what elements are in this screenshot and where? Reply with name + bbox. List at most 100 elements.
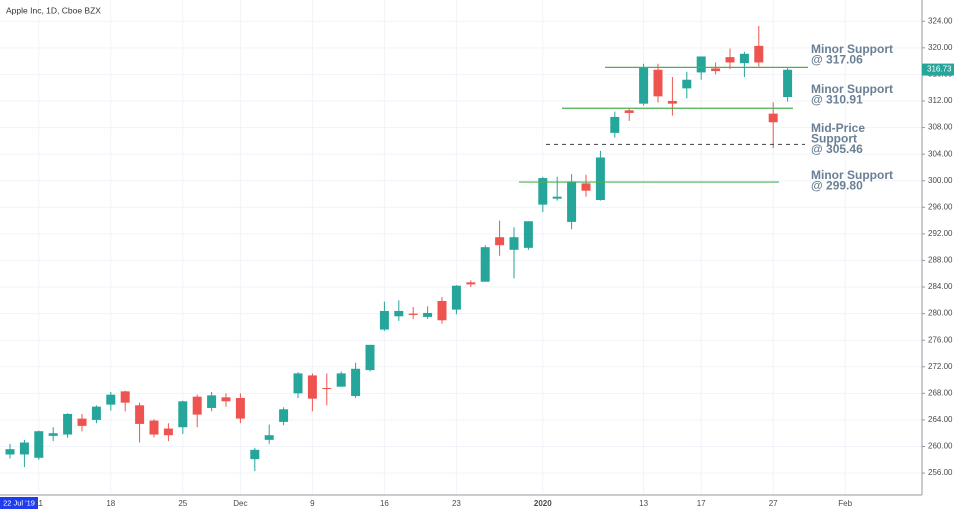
candle-body [739,53,749,64]
candles [5,25,793,472]
candle-body [207,395,217,408]
x-tick-label: 16 [380,499,389,508]
x-tick-label: Feb [838,499,852,508]
candle-body [379,310,389,330]
y-tick-label: 272.00 [928,362,953,371]
candle-body [696,56,706,73]
candle-body [639,67,649,104]
candle-body [293,373,303,394]
annotation-label: @ 305.46 [811,142,863,156]
candle-body [408,313,418,315]
candle-body [682,79,692,89]
cursor-label: 22 Jul '19 [3,498,35,507]
candle-body [783,69,793,98]
y-tick-label: 324.00 [928,16,953,25]
x-tick-label: 17 [697,499,706,508]
candle-body [523,221,533,248]
candle-body [264,435,274,440]
candle-body [163,428,173,436]
candle-body [495,237,505,246]
candle-body [19,442,29,455]
candle-body [307,375,317,399]
cursor-label-box [0,497,38,509]
candle-body [711,68,721,72]
x-tick-label: 13 [639,499,648,508]
candle-body [509,237,519,250]
candle-body [63,413,73,435]
candle-body [120,391,130,403]
candle-body [624,110,634,113]
y-tick-label: 304.00 [928,149,953,158]
y-tick-label: 280.00 [928,309,953,318]
x-tick-label: 23 [452,499,461,508]
candle-body [595,157,605,200]
candle-body [5,449,15,455]
candle-body [351,368,361,396]
y-tick-label: 296.00 [928,202,953,211]
candle-body [653,69,663,97]
annotation-label: @ 299.80 [811,179,863,193]
candle-body [437,300,447,321]
y-tick-label: 288.00 [928,256,953,265]
y-tick-label: 300.00 [928,176,953,185]
annotation-label: @ 310.91 [811,93,863,107]
candle-body [725,57,735,63]
candle-body [394,310,404,317]
candle-body [221,397,231,402]
y-tick-label: 284.00 [928,282,953,291]
y-tick-label: 320.00 [928,43,953,52]
last-price-box [922,63,954,76]
candle-body [567,181,577,222]
candle-body [322,388,332,390]
y-tick-label: 264.00 [928,415,953,424]
x-tick-label: 25 [178,499,187,508]
candle-body [250,449,260,460]
annotation-label: Minor Support [811,42,893,56]
candle-body [667,100,677,104]
candle-body [466,282,476,285]
candle-body [538,178,548,205]
candle-body [149,420,159,435]
candle-body [336,373,346,387]
candle-body [365,344,375,371]
x-tick-label: 27 [769,499,778,508]
y-tick-label: 312.00 [928,96,953,105]
annotation-label: Minor Support [811,168,893,182]
candle-body [178,401,188,428]
y-tick-label: 268.00 [928,388,953,397]
candle-body [581,183,591,191]
annotation-label: Support [811,132,857,146]
last-price-label: 316.73 [927,65,952,74]
grid [0,0,922,495]
candle-body [91,406,101,420]
x-tick-label: Dec [233,499,247,508]
x-tick-label: 2020 [534,499,552,508]
candle-body [754,45,764,63]
candle-body [451,285,461,310]
candle-body [423,312,433,317]
candle-body [610,116,620,133]
candle-body [106,394,116,405]
x-tick-label: 11 [35,499,44,508]
annotation-label: Minor Support [811,82,893,96]
candle-body [279,409,289,422]
candle-body [135,405,145,424]
x-tick-label: 18 [106,499,115,508]
chart-title: Apple Inc, 1D, Cboe BZX [6,5,101,15]
candle-body [235,397,245,419]
candle-body [34,431,44,458]
candle-body [77,418,87,426]
candle-body [480,247,490,282]
candle-body [192,396,202,415]
y-tick-label: 260.00 [928,442,953,451]
y-tick-label: 308.00 [928,123,953,132]
x-tick-label: 9 [310,499,315,508]
y-tick-label: 256.00 [928,468,953,477]
y-tick-label: 276.00 [928,335,953,344]
candle-body [48,433,58,436]
y-tick-label: 292.00 [928,229,953,238]
candle-body [552,196,562,199]
annotation-label: @ 317.06 [811,53,863,67]
